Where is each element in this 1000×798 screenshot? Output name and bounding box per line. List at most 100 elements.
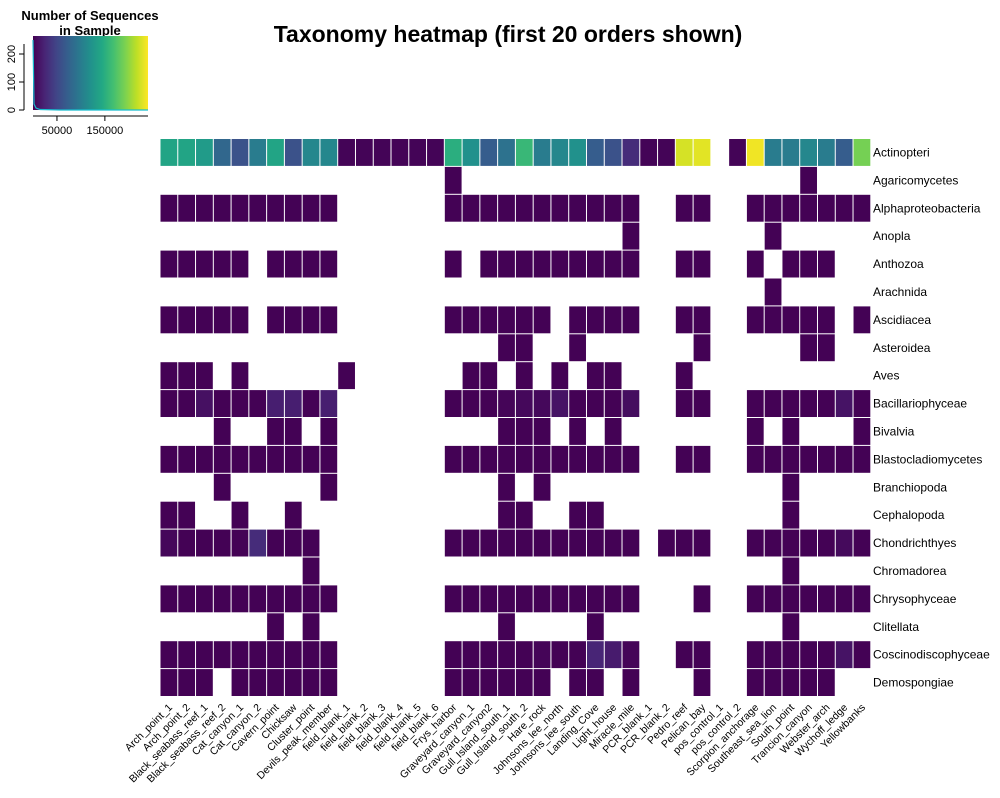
heatmap-cell (480, 669, 498, 696)
heatmap-cell (196, 139, 213, 166)
order-label: Agaricomycetes (873, 173, 958, 187)
heatmap-cell (267, 390, 284, 417)
heatmap-cell (853, 390, 871, 417)
heatmap-cell (462, 529, 480, 557)
heatmap-cell (196, 250, 213, 278)
heatmap-cell (551, 250, 569, 278)
heatmap-cell (569, 585, 586, 613)
heatmap-cell (498, 418, 515, 445)
chart-title: Taxonomy heatmap (first 20 orders shown) (274, 21, 743, 47)
heatmap-cell (515, 390, 533, 417)
heatmap-cell (320, 139, 338, 166)
heatmap-cell (462, 585, 480, 613)
heatmap-cell (267, 585, 284, 613)
heatmap-cell (551, 585, 569, 613)
heatmap-cell (178, 362, 196, 390)
order-label: Anthozoa (873, 257, 924, 271)
heatmap-cell (444, 250, 462, 278)
heatmap-cell (498, 613, 515, 641)
heatmap-cell (853, 529, 871, 557)
heatmap-cell (764, 194, 782, 222)
heatmap-cells (160, 139, 871, 696)
heatmap-cell (533, 529, 551, 557)
heatmap-cell (480, 194, 498, 222)
heatmap-cell (160, 139, 178, 166)
heatmap-cell (302, 445, 320, 473)
heatmap-cell (231, 194, 249, 222)
heatmap-cell (515, 501, 533, 529)
heatmap-cell (622, 139, 640, 166)
heatmap-cell (462, 194, 480, 222)
heatmap-cell (569, 306, 586, 334)
heatmap-cell (675, 139, 693, 166)
heatmap-cell (249, 585, 267, 613)
heatmap-cell (249, 641, 267, 669)
heatmap-cell (800, 390, 817, 417)
heatmap-cell (231, 669, 249, 696)
heatmap-cell (853, 445, 871, 473)
heatmap-cell (427, 139, 444, 166)
heatmap-cell (764, 278, 782, 306)
heatmap-cell (498, 334, 515, 362)
legend-color-gradient (33, 36, 148, 110)
heatmap-cell (622, 641, 640, 669)
heatmap-cell (444, 194, 462, 222)
heatmap-cell (213, 445, 231, 473)
heatmap-cell (320, 418, 338, 445)
order-label: Blastocladiomycetes (873, 452, 982, 466)
heatmap-cell (160, 362, 178, 390)
order-label: Demospongiae (873, 676, 954, 690)
heatmap-cell (178, 390, 196, 417)
legend-value-tick-label: 150000 (87, 125, 124, 137)
heatmap-cell (551, 139, 569, 166)
heatmap-cell (213, 473, 231, 501)
heatmap-cell (462, 362, 480, 390)
heatmap-cell (284, 585, 302, 613)
heatmap-cell (320, 306, 338, 334)
heatmap-cell (586, 501, 604, 529)
heatmap-cell (391, 139, 409, 166)
heatmap-cell (622, 194, 640, 222)
heatmap-cell (498, 669, 515, 696)
order-label: Arachnida (873, 285, 927, 299)
heatmap-cell (622, 390, 640, 417)
heatmap-cell (498, 194, 515, 222)
heatmap-cell (320, 194, 338, 222)
heatmap-cell (604, 250, 622, 278)
heatmap-cell (320, 390, 338, 417)
heatmap-cell (800, 166, 817, 194)
heatmap-cell (302, 641, 320, 669)
heatmap-cell (835, 529, 853, 557)
heatmap-cell (480, 641, 498, 669)
heatmap-cell (800, 669, 817, 696)
heatmap-cell (284, 669, 302, 696)
heatmap-cell (196, 362, 213, 390)
heatmap-cell (498, 529, 515, 557)
heatmap-cell (196, 445, 213, 473)
heatmap-cell (835, 139, 853, 166)
heatmap-cell (284, 306, 302, 334)
heatmap-cell (178, 641, 196, 669)
heatmap-cell (800, 334, 817, 362)
heatmap-cell (178, 306, 196, 334)
heatmap-cell (515, 306, 533, 334)
order-label: Cephalopoda (873, 508, 945, 522)
heatmap-cell (764, 222, 782, 250)
order-label: Actinopteri (873, 145, 930, 159)
heatmap-cell (817, 641, 835, 669)
heatmap-cell (480, 362, 498, 390)
heatmap-cell (764, 445, 782, 473)
heatmap-cell (675, 250, 693, 278)
heatmap-cell (586, 585, 604, 613)
heatmap-cell (231, 445, 249, 473)
heatmap-cell (622, 529, 640, 557)
heatmap-cell (515, 445, 533, 473)
heatmap-cell (196, 306, 213, 334)
heatmap-cell (267, 529, 284, 557)
heatmap-cell (800, 529, 817, 557)
heatmap-cell (764, 669, 782, 696)
heatmap-cell (196, 390, 213, 417)
heatmap-cell (444, 641, 462, 669)
heatmap-cell (160, 306, 178, 334)
heatmap-cell (604, 139, 622, 166)
